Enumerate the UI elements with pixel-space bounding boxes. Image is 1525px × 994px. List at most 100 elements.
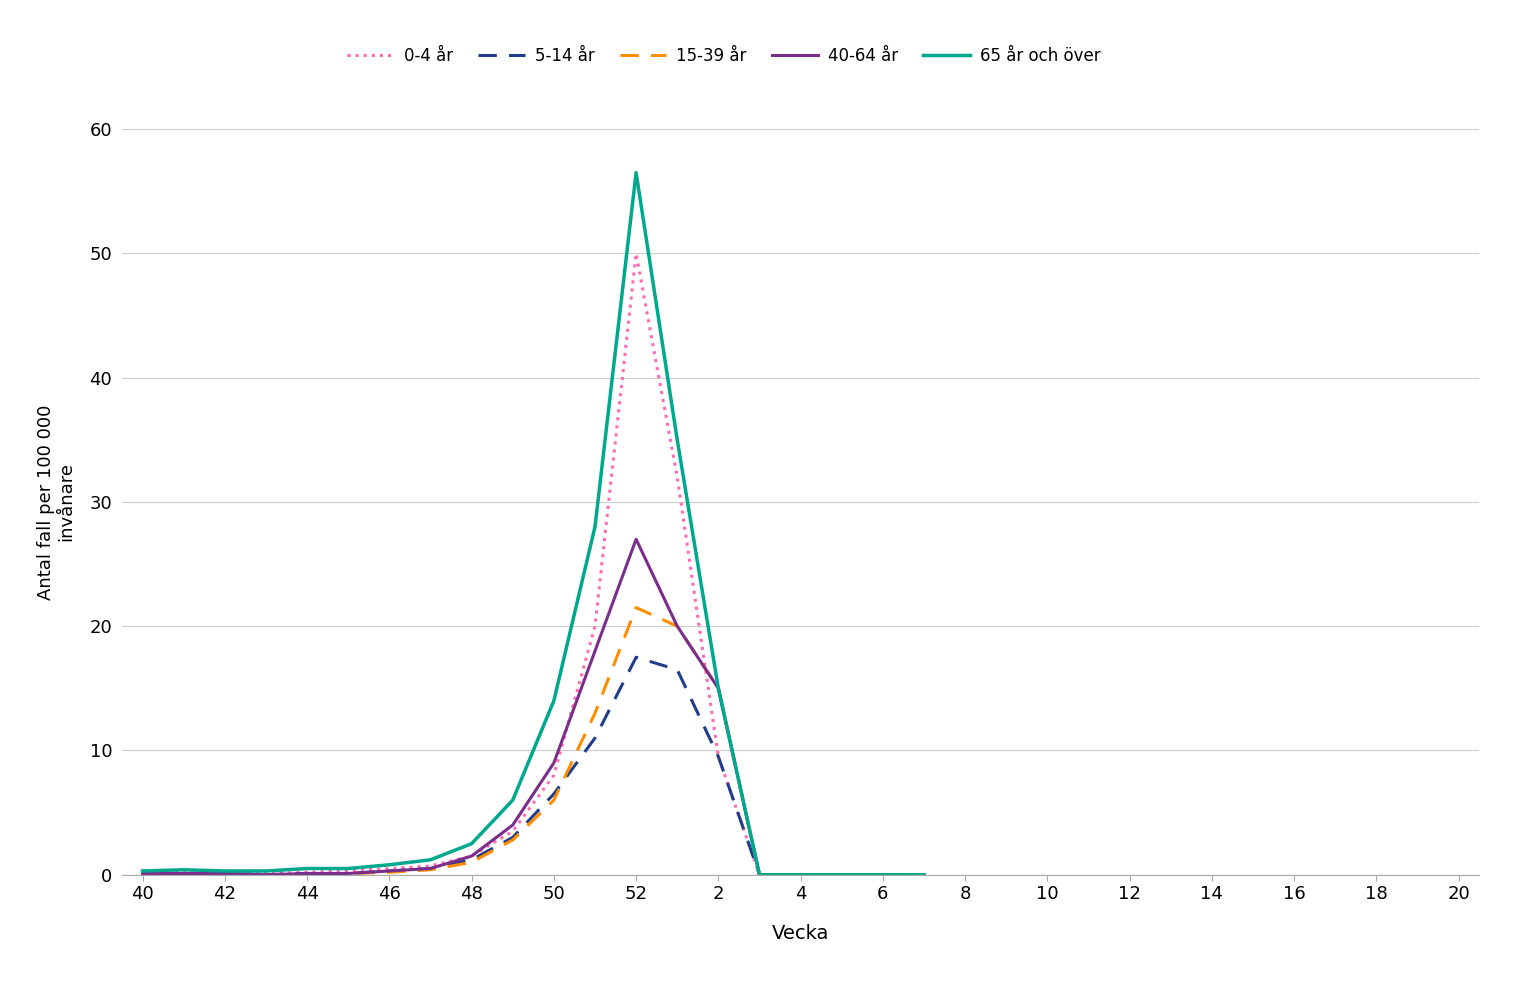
65 år och över [586,521,604,533]
5-14 år [544,788,563,800]
40-64 år [668,620,686,632]
Y-axis label: Antal fall per 100 000
invånare: Antal fall per 100 000 invånare [37,405,76,599]
0-4 år [874,869,892,881]
Line: 65 år och över: 65 år och över [142,173,924,875]
0-4 år [586,620,604,632]
X-axis label: Vecka: Vecka [772,924,830,943]
5-14 år [668,664,686,676]
40-64 år [339,868,357,880]
65 år och över [627,167,645,179]
15-39 år [421,864,439,876]
5-14 år [297,868,316,880]
5-14 år [133,868,151,880]
40-64 år [215,868,233,880]
5-14 år [503,831,522,843]
0-4 år [544,769,563,781]
5-14 år [586,732,604,744]
5-14 år [750,869,769,881]
5-14 år [709,750,727,762]
0-4 år [709,750,727,762]
5-14 år [339,868,357,880]
40-64 år [627,533,645,545]
40-64 år [256,869,274,881]
40-64 år [297,868,316,880]
40-64 år [380,865,398,877]
40-64 år [174,868,192,880]
0-4 år [791,869,810,881]
0-4 år [668,471,686,483]
40-64 år [421,863,439,875]
40-64 år [874,869,892,881]
0-4 år [297,866,316,879]
65 år och över [133,865,151,877]
40-64 år [750,869,769,881]
15-39 år [915,869,933,881]
65 år och över [174,864,192,876]
15-39 år [586,708,604,720]
0-4 år [256,868,274,880]
5-14 år [833,869,851,881]
40-64 år [833,869,851,881]
5-14 år [380,865,398,877]
5-14 år [462,854,480,866]
40-64 år [503,819,522,831]
15-39 år [256,869,274,881]
5-14 år [174,868,192,880]
65 år och över [462,838,480,850]
15-39 år [339,868,357,880]
15-39 år [174,869,192,881]
15-39 år [544,794,563,806]
5-14 år [915,869,933,881]
15-39 år [627,601,645,613]
0-4 år [915,869,933,881]
40-64 år [544,757,563,769]
15-39 år [215,869,233,881]
65 år och över [297,863,316,875]
40-64 år [586,645,604,657]
0-4 år [627,248,645,259]
65 år och över [503,794,522,806]
5-14 år [421,863,439,875]
65 år och över [874,869,892,881]
15-39 år [709,682,727,694]
15-39 år [833,869,851,881]
5-14 år [874,869,892,881]
0-4 år [133,866,151,879]
65 år och över [750,869,769,881]
15-39 år [133,869,151,881]
5-14 år [791,869,810,881]
0-4 år [462,850,480,862]
65 år och över [791,869,810,881]
65 år och över [915,869,933,881]
65 år och över [339,863,357,875]
40-64 år [915,869,933,881]
15-39 år [380,866,398,879]
5-14 år [256,869,274,881]
15-39 år [874,869,892,881]
Line: 40-64 år: 40-64 år [142,539,924,875]
0-4 år [833,869,851,881]
0-4 år [380,863,398,875]
65 år och över [544,695,563,707]
0-4 år [421,860,439,872]
Line: 0-4 år: 0-4 år [142,253,924,875]
40-64 år [133,868,151,880]
65 år och över [256,865,274,877]
0-4 år [215,866,233,879]
65 år och över [380,859,398,871]
15-39 år [297,869,316,881]
15-39 år [791,869,810,881]
65 år och över [421,854,439,866]
0-4 år [750,869,769,881]
40-64 år [709,682,727,694]
15-39 år [668,620,686,632]
15-39 år [750,869,769,881]
0-4 år [174,865,192,877]
15-39 år [462,856,480,869]
65 år och över [709,682,727,694]
65 år och över [215,865,233,877]
65 år och över [668,433,686,445]
5-14 år [215,868,233,880]
40-64 år [791,869,810,881]
0-4 år [339,865,357,877]
